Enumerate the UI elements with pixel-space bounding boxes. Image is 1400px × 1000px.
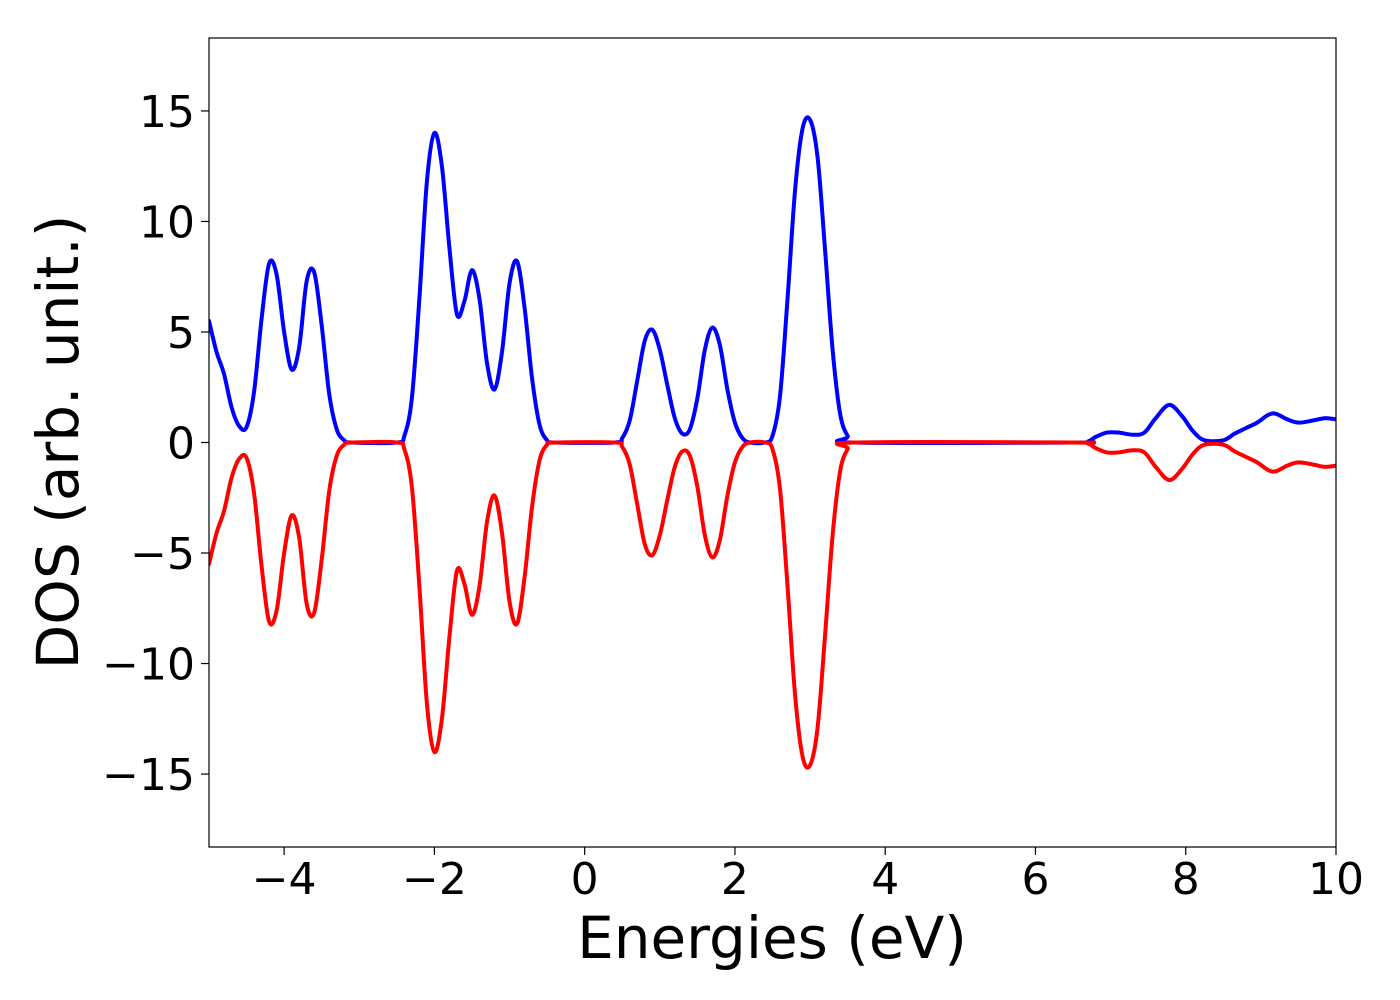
y-tick-label: 10 [139, 197, 195, 248]
y-tick-label: −10 [102, 640, 195, 691]
x-tick-label: 6 [1021, 854, 1049, 905]
x-tick-label: 0 [571, 854, 599, 905]
series-line-spin-down [209, 439, 1336, 770]
y-axis-label: DOS (arb. unit.) [24, 215, 92, 670]
x-axis-ticks: −4 −2 0 2 4 6 8 10 [252, 847, 1364, 905]
y-axis-ticks: 15 10 5 0 −5 −10 −15 [102, 87, 209, 801]
y-tick-label: −15 [102, 750, 195, 801]
series-layer [209, 115, 1336, 770]
series-line-spin-up [209, 115, 1336, 446]
x-axis-label: Energies (eV) [577, 904, 967, 972]
y-tick-label: −5 [130, 529, 195, 580]
y-tick-label: 0 [167, 419, 195, 470]
x-tick-label: 8 [1172, 854, 1200, 905]
x-tick-label: 10 [1308, 854, 1364, 905]
x-tick-label: −4 [252, 854, 317, 905]
y-tick-label: 5 [167, 308, 195, 359]
x-tick-label: 4 [871, 854, 899, 905]
y-tick-label: 15 [139, 87, 195, 138]
x-tick-label: 2 [721, 854, 749, 905]
x-tick-label: −2 [402, 854, 467, 905]
